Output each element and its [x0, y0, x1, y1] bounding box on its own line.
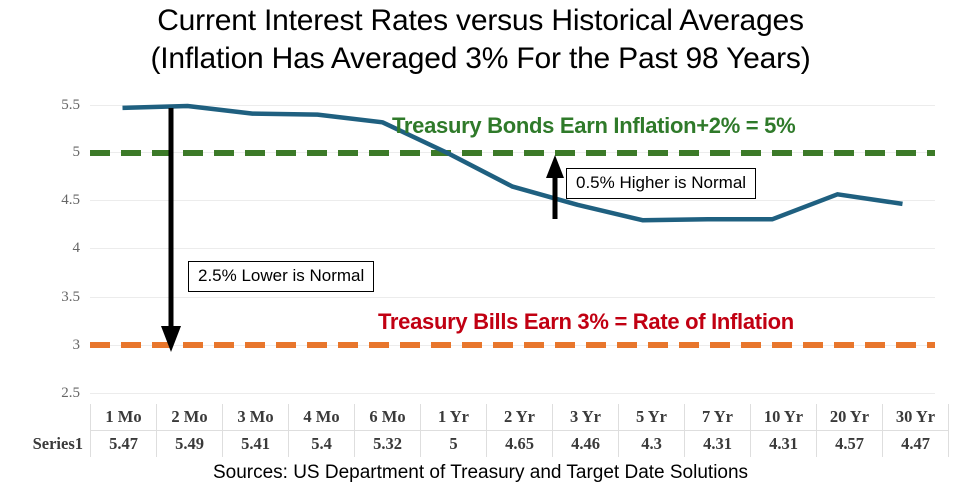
table-header-cell: 7 Yr [684, 404, 751, 431]
table-value-cell: 5 [420, 430, 487, 457]
table-value-cell: 4.3 [618, 430, 685, 457]
ytick-label-3: 3 [72, 337, 81, 353]
table-header-cell: 3 Mo [222, 404, 289, 431]
table-header-cell: 5 Yr [618, 404, 685, 431]
table-value-cell: 5.41 [222, 430, 289, 457]
table-value-cell: 5.49 [156, 430, 223, 457]
gridline-4.5 [90, 200, 935, 201]
ytick-label-4.5: 4.5 [61, 192, 80, 208]
table-header-cell: 1 Mo [90, 404, 157, 431]
table-row-label: Series1 [0, 430, 91, 457]
callout-higher-is-normal: 0.5% Higher is Normal [566, 168, 757, 199]
table-header-cell: 2 Yr [486, 404, 553, 431]
gridline-3.5 [90, 297, 935, 298]
bond-band-label: Treasury Bonds Earn Inflation+2% = 5% [392, 113, 796, 138]
ytick-label-5: 5 [72, 144, 81, 160]
table-header-cell: 10 Yr [750, 404, 817, 431]
table-corner-cell [0, 404, 91, 431]
ytick-label-3.5: 3.5 [61, 289, 80, 305]
gridline-2.5 [90, 393, 935, 394]
table-header-cell: 3 Yr [552, 404, 619, 431]
gridline-5 [90, 152, 935, 153]
title-line-1: Current Interest Rates versus Historical… [157, 4, 804, 37]
table-header-cell: 2 Mo [156, 404, 223, 431]
source-note: Sources: US Department of Treasury and T… [212, 462, 749, 483]
table-header-cell: 4 Mo [288, 404, 355, 431]
data-table: 1 Mo 2 Mo 3 Mo 4 Mo 6 Mo 1 Yr 2 Yr 3 Yr 5 Yr 7 Yr… [0, 404, 949, 457]
ytick-label-2.5: 2.5 [61, 385, 80, 401]
table-value-cell: 4.57 [816, 430, 883, 457]
table-header-cell: 30 Yr [882, 404, 949, 431]
table-row: Series1 5.47 5.49 5.41 5.4 5.32 5 4.65 4.46 4.3 4… [0, 430, 949, 457]
ytick-label-5.5: 5.5 [61, 97, 80, 113]
table-value-cell: 4.47 [882, 430, 949, 457]
title-line-2: (Inflation Has Averaged 3% For the Past … [150, 42, 811, 75]
table-value-cell: 4.46 [552, 430, 619, 457]
table-value-cell: 5.4 [288, 430, 355, 457]
table-header-row: 1 Mo 2 Mo 3 Mo 4 Mo 6 Mo 1 Yr 2 Yr 3 Yr 5 Yr 7 Yr… [0, 404, 949, 431]
table-value-cell: 5.32 [354, 430, 421, 457]
bill-band-label: Treasury Bills Earn 3% = Rate of Inflati… [378, 309, 794, 334]
table-header-cell: 6 Mo [354, 404, 421, 431]
gridline-5.5 [90, 105, 935, 106]
plot-area [90, 100, 935, 398]
table-value-cell: 5.47 [90, 430, 157, 457]
table-header-cell: 1 Yr [420, 404, 487, 431]
gridline-4 [90, 248, 935, 249]
gridline-3 [90, 345, 935, 346]
table-value-cell: 4.31 [750, 430, 817, 457]
table-header-cell: 20 Yr [816, 404, 883, 431]
ytick-label-4: 4 [72, 240, 81, 256]
callout-lower-is-normal: 2.5% Lower is Normal [188, 261, 375, 292]
page-title: Current Interest Rates versus Historical… [0, 2, 961, 78]
table-value-cell: 4.31 [684, 430, 751, 457]
table-value-cell: 4.65 [486, 430, 553, 457]
